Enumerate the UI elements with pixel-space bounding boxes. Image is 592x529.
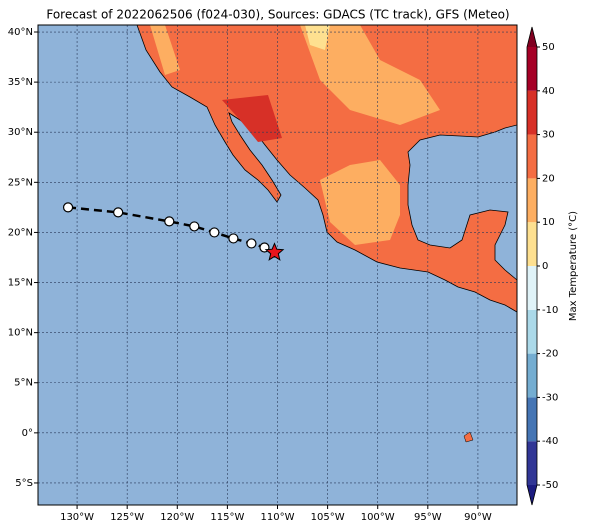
- colorbar-band: [527, 353, 537, 398]
- colorbar-tick-label: -50: [542, 480, 558, 491]
- track-point: [246, 238, 257, 249]
- colorbar-band: [527, 309, 537, 354]
- y-tick-label: 5°N: [14, 378, 33, 389]
- land-patch: [150, 25, 180, 75]
- land: [136, 24, 518, 443]
- x-tick-label: 95°W: [414, 512, 442, 523]
- colorbar-tick-label: 50: [542, 42, 555, 53]
- land-patch: [305, 25, 330, 50]
- x-tick-label: 125°W: [110, 512, 144, 523]
- grid: [38, 25, 517, 505]
- y-tick-label: 10°N: [8, 328, 33, 339]
- colorbar-band: [527, 178, 537, 223]
- colorbar-over: [527, 27, 537, 47]
- y-tick-label: 25°N: [8, 177, 33, 188]
- y-tick-label: 20°N: [8, 227, 33, 238]
- colorbar-tick-label: 20: [542, 173, 555, 184]
- track-point: [209, 227, 220, 238]
- colorbar-tick-label: -20: [542, 349, 558, 360]
- land-patch: [222, 95, 282, 142]
- colorbar-band: [527, 397, 537, 442]
- track-point: [189, 221, 200, 232]
- colorbar-tick-label: -10: [542, 305, 558, 316]
- colorbar-tick-label: 30: [542, 130, 555, 141]
- y-tick-label: 0°: [22, 428, 33, 439]
- colorbar-band: [527, 47, 537, 91]
- colorbar-tick-label: 40: [542, 86, 555, 97]
- island: [463, 431, 474, 443]
- y-tick-label: 5°S: [15, 478, 33, 489]
- colorbar-band: [527, 266, 537, 310]
- y-tick-label: 15°N: [8, 278, 33, 289]
- colorbar-tick-label: 10: [542, 217, 555, 228]
- x-tick-label: 105°W: [311, 512, 345, 523]
- colorbar-band: [527, 134, 537, 179]
- track-point: [113, 207, 124, 218]
- colorbar-tick-label: 0: [542, 261, 548, 272]
- colorbar-band: [527, 222, 537, 266]
- y-tick-label: 40°N: [8, 27, 33, 38]
- y-tick-label: 35°N: [8, 77, 33, 88]
- x-tick-label: 90°W: [464, 512, 492, 523]
- land-patch: [300, 25, 440, 125]
- storm-track: [62, 202, 285, 261]
- x-tick-label: 130°W: [60, 512, 94, 523]
- colorbar-tick-label: -30: [542, 392, 558, 403]
- track-point: [164, 216, 175, 227]
- x-tick-label: 110°W: [261, 512, 295, 523]
- y-tick-label: 30°N: [8, 127, 33, 138]
- x-tick-label: 115°W: [210, 512, 244, 523]
- colorbar-band: [527, 441, 537, 485]
- colorbar-under: [527, 485, 537, 505]
- map-title: Forecast of 2022062506 (f024-030), Sourc…: [46, 8, 509, 22]
- x-tick-label: 100°W: [361, 512, 395, 523]
- colorbar: -50 -40 -30 -20 -10 0 10 20 30 40 50: [526, 26, 558, 506]
- land-patch: [320, 160, 400, 245]
- x-tick-label: 120°W: [160, 512, 194, 523]
- colorbar-label: Max Temperature (°C): [568, 211, 579, 321]
- current-position: [264, 242, 285, 261]
- track-point: [228, 233, 239, 244]
- colorbar-tick-label: -40: [542, 436, 558, 447]
- track-point: [62, 202, 74, 213]
- colorbar-band: [527, 90, 537, 135]
